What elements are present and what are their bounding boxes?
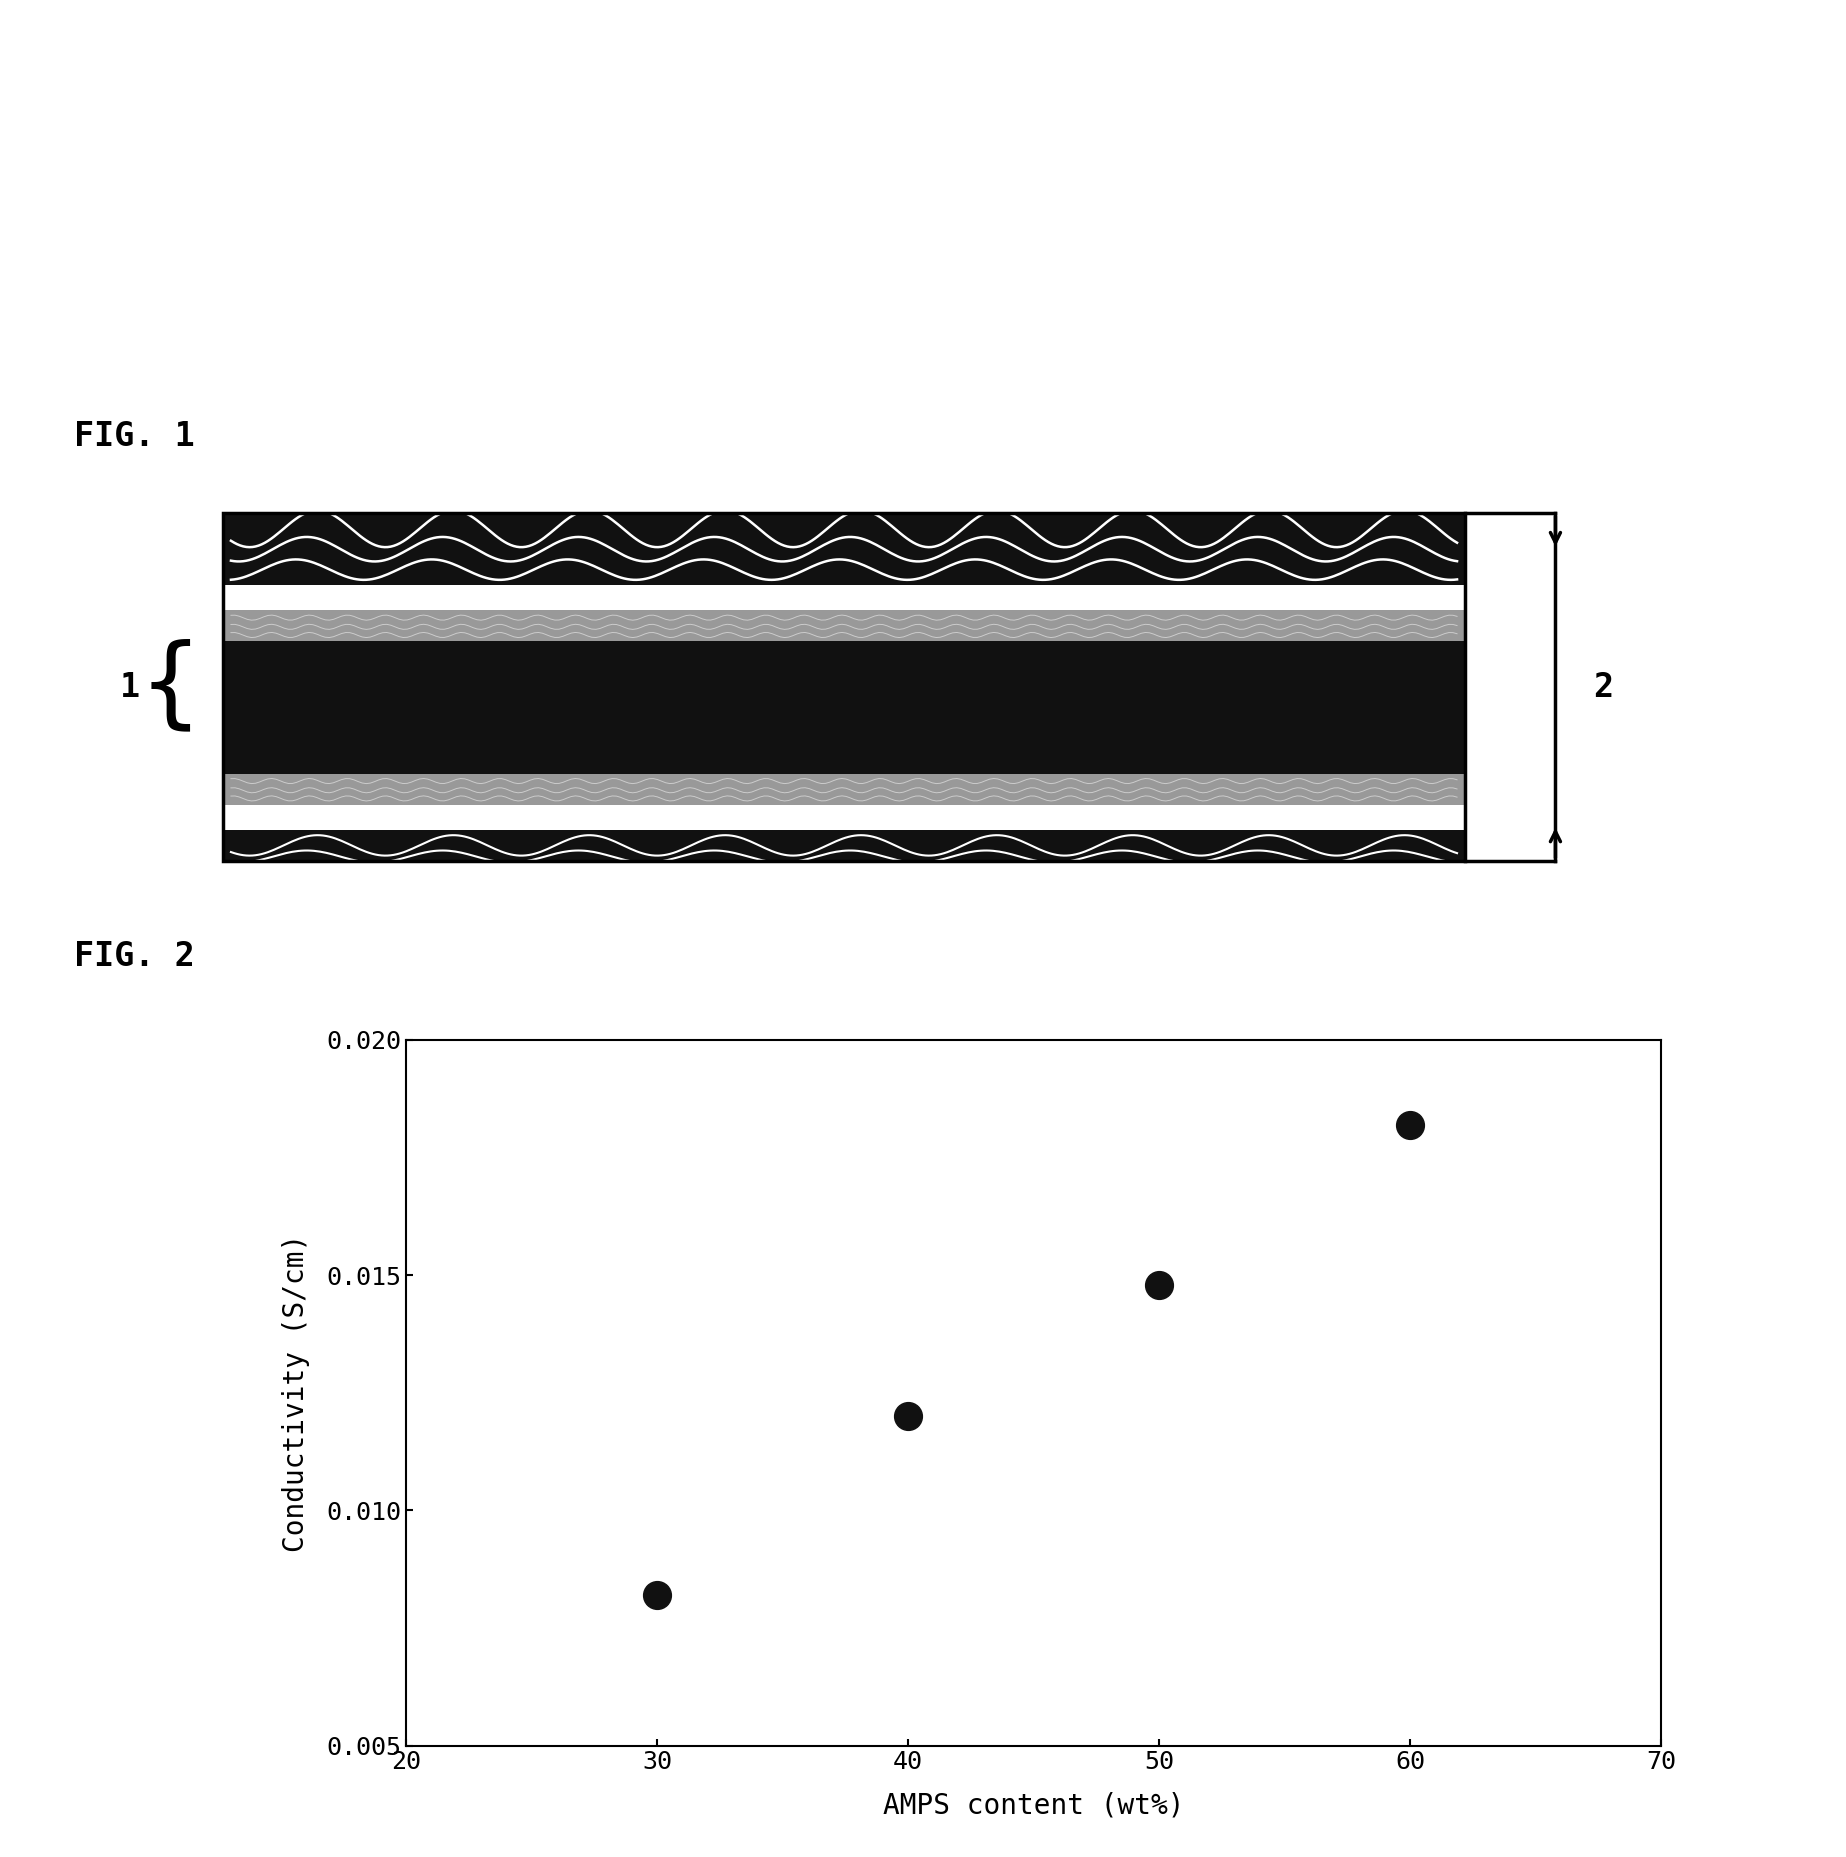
X-axis label: AMPS content (wt%): AMPS content (wt%)	[882, 1792, 1185, 1820]
Bar	[223, 774, 1464, 804]
Bar	[223, 585, 1464, 611]
Bar	[223, 513, 1464, 585]
Point	[1145, 1270, 1174, 1300]
Bar	[223, 804, 1464, 830]
Text: FIG. 2: FIG. 2	[74, 940, 194, 973]
Y-axis label: Conductivity (S/cm): Conductivity (S/cm)	[282, 1233, 310, 1552]
Text: 2: 2	[1593, 670, 1613, 704]
Bar	[223, 513, 1464, 862]
Point	[1396, 1110, 1425, 1140]
Text: FIG. 1: FIG. 1	[74, 420, 194, 453]
Text: {: {	[138, 639, 203, 735]
Point	[893, 1402, 923, 1432]
Bar	[223, 513, 1464, 862]
Text: 1: 1	[120, 670, 140, 704]
Bar	[223, 641, 1464, 774]
Bar	[223, 830, 1464, 862]
Point	[642, 1580, 672, 1610]
Bar	[223, 611, 1464, 641]
